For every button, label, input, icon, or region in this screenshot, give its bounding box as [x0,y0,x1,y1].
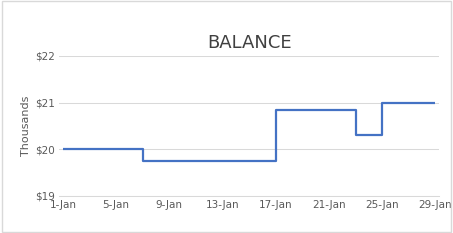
Title: BALANCE: BALANCE [207,34,291,51]
Y-axis label: Thousands: Thousands [21,96,31,156]
